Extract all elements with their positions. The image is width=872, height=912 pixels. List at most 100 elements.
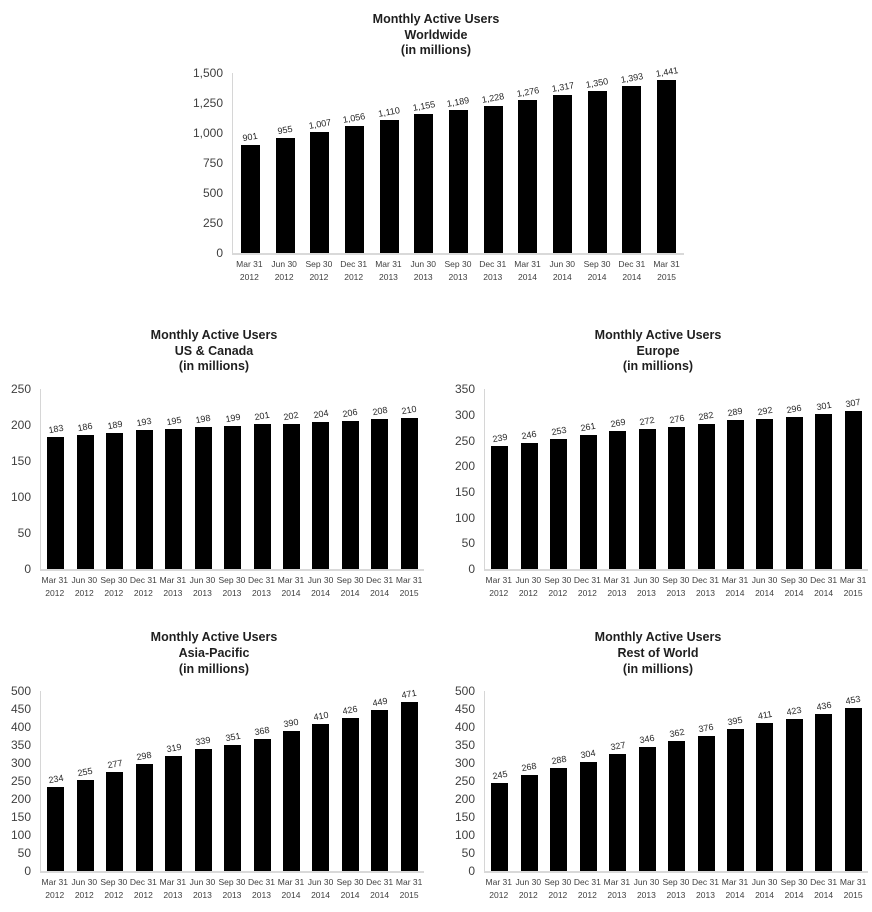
- bar-slot: 1,276: [511, 73, 546, 253]
- plot-column: 245 268 288 304 327 346 362 376 395 411 423 436 453 …: [484, 691, 868, 902]
- x-axis-tick-label: Dec 31 2013: [248, 877, 275, 901]
- y-axis-tick-label: 100: [10, 828, 31, 843]
- y-axis-tick-label: 150: [454, 810, 475, 825]
- bar-value-label: 901: [242, 130, 259, 143]
- chart-title-worldwide: Monthly Active Users Worldwide (in milli…: [188, 12, 684, 59]
- x-axis-tick-label: Dec 31 2014: [618, 258, 646, 283]
- bar: [785, 416, 803, 570]
- bar-value-label: 276: [668, 412, 685, 426]
- bar-value-label: 346: [638, 732, 656, 745]
- bar-slot: 390: [277, 691, 306, 872]
- bar-value-label: 269: [609, 416, 626, 429]
- bar: [400, 417, 418, 570]
- x-axis-tick-label: Jun 30 2014: [549, 258, 576, 283]
- bar-slot: 1,056: [337, 73, 372, 253]
- bar: [135, 764, 153, 872]
- bar-value-label: 282: [697, 409, 715, 423]
- bar-value-label: 204: [312, 407, 330, 421]
- y-axis-tick-label: 500: [454, 684, 475, 699]
- bar: [275, 138, 295, 253]
- chart-body: 0 250 500 750 1,000 1,250 1,500 901 955 1,007 1,0…: [188, 65, 684, 284]
- bar-value-label: 268: [520, 760, 538, 774]
- y-axis-tick-label: 400: [454, 720, 475, 735]
- bar: [76, 779, 94, 872]
- bar: [609, 430, 627, 570]
- chart-title-line: (in millions): [622, 661, 694, 676]
- y-axis-tick-label: 150: [10, 454, 31, 469]
- x-axis-tick-label: Mar 31 2015: [395, 575, 423, 599]
- chart-rest-of-world: Monthly Active Users Rest of World (in m…: [448, 630, 868, 902]
- bar-slot: 1,189: [441, 73, 476, 253]
- bar-slot: 449: [365, 691, 394, 872]
- row-asia-row: Monthly Active Users Asia-Pacific (in mi…: [0, 630, 872, 902]
- bar-slot: 255: [70, 691, 99, 872]
- bar-slot: 301: [809, 389, 838, 570]
- chart-europe: Monthly Active Users Europe (in millions…: [448, 328, 868, 600]
- chart-title-rest-of-world: Monthly Active Users Rest of World (in m…: [448, 630, 868, 677]
- bar-slot: 327: [603, 691, 632, 872]
- bar: [194, 426, 212, 570]
- bar-slot: 901: [233, 73, 268, 253]
- y-axis-tick-label: 250: [202, 215, 223, 230]
- bar-value-label: 292: [756, 404, 774, 418]
- y-axis-tick-label: 100: [454, 510, 475, 525]
- chart-title-line: Monthly Active Users: [150, 328, 278, 343]
- bar-slot: 210: [395, 389, 424, 570]
- x-axis-tick-label: Sep 30 2013: [662, 575, 690, 599]
- bar-slot: 189: [100, 389, 129, 570]
- bar: [106, 433, 124, 570]
- bar: [312, 422, 330, 570]
- bar-slot: 183: [41, 389, 70, 570]
- x-axis-tick-label: Jun 30 2013: [633, 877, 660, 901]
- bar-slot: 239: [485, 389, 514, 570]
- bar: [341, 717, 359, 872]
- bar-slot: 955: [268, 73, 303, 253]
- y-axis-tick-label: 100: [10, 490, 31, 505]
- y-axis-tick-label: 250: [454, 774, 475, 789]
- bar-value-label: 1,110: [377, 104, 401, 119]
- chart-title-line: Monthly Active Users: [150, 630, 278, 645]
- x-axis-tick-label: Jun 30 2012: [271, 258, 297, 283]
- bar-value-label: 368: [253, 724, 271, 738]
- bar: [697, 735, 715, 872]
- plot-column: 183 186 189 193 195 198 199 201 202 204 206 208 210 …: [40, 389, 424, 600]
- bar-slot: 261: [573, 389, 602, 570]
- bar-slot: 426: [336, 691, 365, 872]
- x-axis-tick-label: Mar 31 2015: [653, 258, 680, 283]
- bar-value-label: 199: [224, 411, 241, 425]
- plot-area-rest-of-world: 245 268 288 304 327 346 362 376 395 411 423 436 453: [484, 691, 868, 874]
- x-axis-tick-label: Mar 31 2014: [721, 877, 749, 901]
- bar-value-label: 246: [520, 428, 538, 441]
- x-axis-tick-label: Sep 30 2014: [336, 575, 364, 599]
- bar-slot: 436: [809, 691, 838, 872]
- x-axis-tick-label: Mar 31 2014: [721, 575, 749, 599]
- y-axis-tick-label: 50: [461, 536, 475, 551]
- y-axis-tick-label: 200: [454, 792, 475, 807]
- bar-value-label: 255: [76, 765, 94, 778]
- bar-value-label: 298: [135, 749, 153, 763]
- bar: [815, 414, 833, 570]
- bar-slot: 307: [839, 389, 868, 570]
- bar-value-label: 395: [727, 714, 744, 728]
- y-axis-tick-label: 400: [10, 720, 31, 735]
- bar: [668, 741, 686, 872]
- bar: [165, 756, 183, 872]
- x-axis-tick-label: Sep 30 2014: [780, 877, 808, 901]
- bar-value-label: 253: [550, 424, 567, 438]
- y-axis-tick-label: 250: [10, 382, 31, 397]
- bar-slot: 453: [839, 691, 868, 872]
- bar: [379, 119, 399, 253]
- y-axis-tick-label: 350: [10, 738, 31, 753]
- chart-body: 0 50 100 150 200 250 183 186 189 193 195 198 199 201…: [4, 382, 424, 600]
- chart-body: 0 50 100 150 200 250 300 350 400 450 500 245 268 288…: [448, 684, 868, 902]
- plot-area-asia-pacific: 234 255 277 298 319 339 351 368 390 410 426 449 471: [40, 688, 424, 874]
- y-axis-tick-label: 450: [454, 702, 475, 717]
- plot-area-worldwide: 901 955 1,007 1,056 1,110 1,155 1,189 1,228 1,27…: [232, 65, 684, 255]
- bar-slot: 282: [691, 389, 720, 570]
- bar-slot: 1,228: [476, 73, 511, 253]
- plot-column: 901 955 1,007 1,056 1,110 1,155 1,189 1,228 1,27…: [232, 65, 684, 284]
- y-axis-tick-label: 300: [454, 756, 475, 771]
- plot-area-us-canada: 183 186 189 193 195 198 199 201 202 204 206 208 210: [40, 389, 424, 572]
- bar: [47, 787, 65, 872]
